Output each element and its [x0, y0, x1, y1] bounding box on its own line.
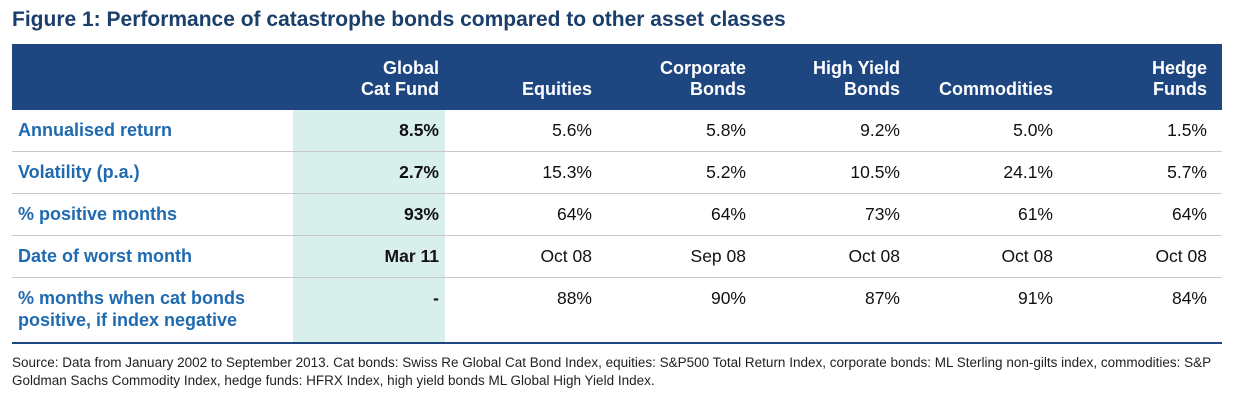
table-row: Annualised return 8.5% 5.6% 5.8% 9.2% 5.… [12, 110, 1222, 152]
table-cell: 9.2% [860, 120, 900, 140]
row-label: Annualised return [18, 120, 173, 140]
table-cell: 2.7% [399, 162, 439, 182]
table-cell: Oct 08 [848, 246, 900, 266]
cat-fund-highlight-column [293, 110, 445, 342]
table-cell: 10.5% [850, 162, 900, 182]
table-cell: 1.5% [1167, 120, 1207, 140]
table-cell: 5.0% [1013, 120, 1053, 140]
table-cell: 64% [710, 204, 746, 224]
table-cell: Oct 08 [540, 246, 592, 266]
table-bottom-rule [12, 342, 1222, 344]
table-cell: 5.7% [1167, 162, 1207, 182]
table-row: % positive months 93% 64% 64% 73% 61% 64… [12, 194, 1222, 236]
table-row: % months when cat bonds positive, if ind… [12, 278, 1222, 344]
table-cell: Oct 08 [1155, 246, 1207, 266]
table-cell: Mar 11 [384, 246, 439, 266]
table-cell: 5.2% [706, 162, 746, 182]
table-cell: 64% [1171, 204, 1207, 224]
row-label: % positive months [18, 204, 178, 224]
column-header-hedge-funds: Hedge Funds [1151, 58, 1207, 99]
table-header: Global Cat Fund Equities Corporate Bonds… [12, 44, 1222, 110]
table-cell: 8.5% [399, 120, 439, 140]
table-cell: 93% [403, 204, 439, 224]
table-cell: 88% [556, 288, 592, 308]
table-cell: 15.3% [542, 162, 592, 182]
column-header-high-yield-bonds: High Yield Bonds [812, 58, 900, 99]
table-cell: 73% [864, 204, 900, 224]
row-label: Volatility (p.a.) [18, 162, 140, 182]
column-header-corporate-bonds: Corporate Bonds [659, 58, 746, 99]
table-cell: - [433, 288, 439, 308]
table-cell: 64% [556, 204, 592, 224]
table-cell: 87% [864, 288, 900, 308]
source-note: Source: Data from January 2002 to Septem… [12, 355, 1211, 388]
comparison-table: Global Cat Fund Equities Corporate Bonds… [12, 44, 1222, 344]
row-label: Date of worst month [18, 246, 192, 266]
table-cell: 5.8% [706, 120, 746, 140]
table-row: Date of worst month Mar 11 Oct 08 Sep 08… [12, 236, 1222, 278]
table-cell: 90% [710, 288, 746, 308]
table-cell: 5.6% [552, 120, 592, 140]
table-cell: 61% [1017, 204, 1053, 224]
table-row: Volatility (p.a.) 2.7% 15.3% 5.2% 10.5% … [12, 152, 1222, 194]
table-cell: Sep 08 [690, 246, 746, 266]
table-cell: 24.1% [1003, 162, 1053, 182]
row-label: % months when cat bonds positive, if ind… [18, 288, 246, 330]
table-cell: 91% [1017, 288, 1053, 308]
table-cell: 84% [1171, 288, 1207, 308]
column-header-commodities: Commodities [938, 79, 1053, 99]
figure-title: Figure 1: Performance of catastrophe bon… [12, 8, 786, 31]
table-cell: Oct 08 [1001, 246, 1053, 266]
column-header-equities: Equities [521, 79, 592, 99]
column-header-global-cat-fund: Global Cat Fund [361, 58, 439, 99]
